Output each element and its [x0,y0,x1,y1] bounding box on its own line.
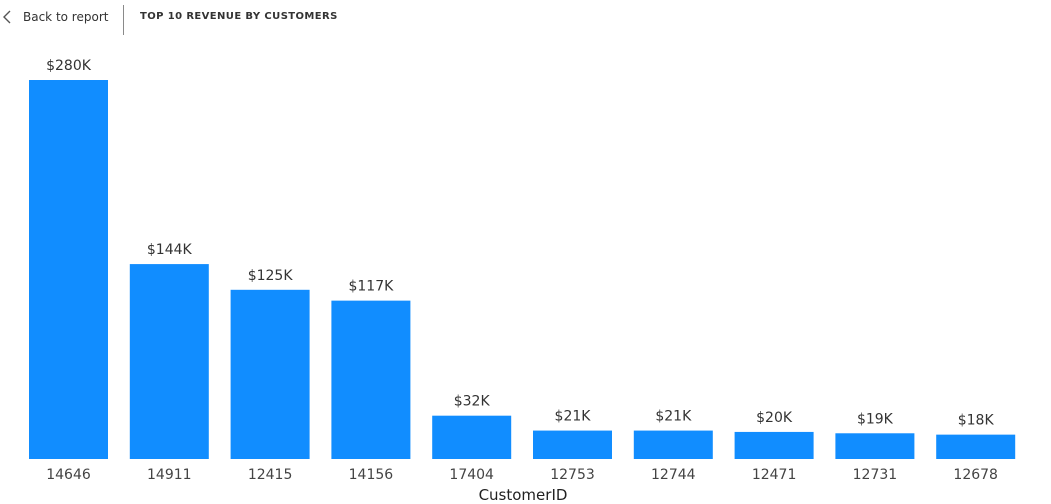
bar-12753[interactable] [533,430,612,459]
back-to-report-label: Back to report [23,10,109,24]
data-label: $19K [857,411,894,427]
x-tick-label: 12415 [248,467,293,483]
data-label: $144K [147,242,193,258]
x-tick-label: 14646 [46,467,91,483]
data-label: $280K [46,58,92,74]
data-label: $21K [555,409,592,425]
back-to-report-button[interactable]: Back to report [0,4,108,30]
x-tick-label: 14911 [147,467,192,483]
data-label: $21K [655,409,692,425]
bar-12471[interactable] [734,431,814,459]
x-tick-label: 12753 [550,467,595,483]
bar-12678[interactable] [936,434,1016,459]
x-tick-label: 12471 [752,467,797,483]
data-label: $18K [958,413,995,429]
x-tick-label: 14156 [349,467,394,483]
x-tick-label: 12678 [953,467,998,483]
bar-12744[interactable] [633,430,713,459]
x-axis-title: CustomerID [479,486,568,504]
data-label: $32K [454,394,491,410]
x-tick-label: 12744 [651,467,696,483]
data-label: $125K [248,268,294,284]
header-divider [123,5,124,35]
bar-12415[interactable] [230,289,310,459]
data-label: $20K [756,410,793,426]
bar-14156[interactable] [331,300,411,459]
x-tick-label: 17404 [449,467,494,483]
x-tick-label: 12731 [853,467,898,483]
bar-14646[interactable] [29,80,108,459]
page-title: TOP 10 REVENUE BY CUSTOMERS [140,11,338,22]
bar-12731[interactable] [835,433,915,459]
top-bar: Back to report TOP 10 REVENUE BY CUSTOME… [0,0,1051,36]
chevron-left-icon [0,9,14,25]
bar-14911[interactable] [129,264,209,459]
data-label: $117K [348,279,394,295]
bar-17404[interactable] [432,415,512,459]
